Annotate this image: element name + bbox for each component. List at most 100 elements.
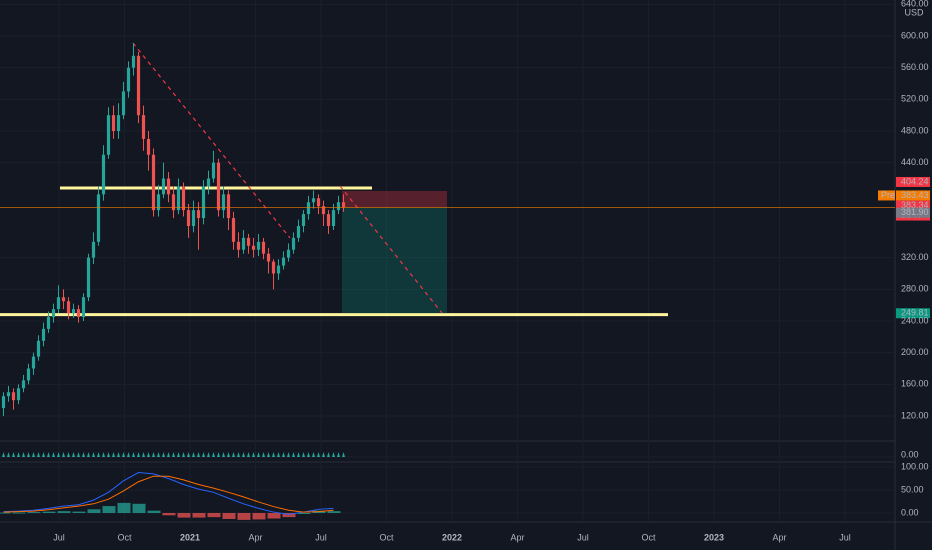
volume-marker bbox=[82, 452, 85, 457]
volume-marker bbox=[167, 452, 170, 457]
volume-marker bbox=[2, 452, 5, 457]
candle-body bbox=[211, 162, 216, 179]
candle-body bbox=[331, 210, 336, 227]
volume-marker bbox=[332, 452, 335, 457]
volume-marker bbox=[327, 452, 330, 457]
volume-marker bbox=[302, 452, 305, 457]
macd-histogram-bar bbox=[27, 512, 41, 514]
candle-body bbox=[336, 202, 341, 211]
volume-marker bbox=[42, 452, 45, 457]
candles bbox=[0, 43, 346, 520]
volume-marker bbox=[77, 452, 80, 457]
candle-body bbox=[21, 380, 26, 389]
trend-line bbox=[132, 42, 291, 239]
volume-marker bbox=[87, 452, 90, 457]
volume-marker bbox=[312, 452, 315, 457]
candle-body bbox=[166, 178, 171, 195]
volume-marker bbox=[112, 452, 115, 457]
volume-tick-label: 0.00 bbox=[901, 449, 919, 459]
currency: USD bbox=[904, 7, 924, 17]
x-tick-label: 2023 bbox=[704, 532, 724, 542]
pre-label: Pre bbox=[881, 190, 895, 200]
candle-body bbox=[101, 154, 106, 195]
volume-marker bbox=[27, 452, 30, 457]
candle-body bbox=[296, 226, 301, 238]
volume-marker bbox=[97, 452, 100, 457]
macd-signal-line bbox=[3, 475, 334, 513]
candle-body bbox=[1, 396, 6, 409]
volume-marker bbox=[282, 452, 285, 457]
candle-body bbox=[156, 194, 161, 211]
x-tick-label: Jul bbox=[53, 532, 65, 542]
candle-body bbox=[256, 241, 261, 250]
volume-marker bbox=[237, 452, 240, 457]
pre-badge bbox=[878, 190, 895, 201]
x-tick-label: Apr bbox=[510, 532, 524, 542]
volume-marker bbox=[32, 452, 35, 457]
volume-marker bbox=[232, 452, 235, 457]
candle-body bbox=[151, 154, 156, 211]
candle-body bbox=[201, 186, 206, 219]
price-tag-label: 381.90 bbox=[901, 207, 929, 217]
candle-body bbox=[226, 194, 231, 219]
y-tick-label: 280.00 bbox=[901, 284, 929, 294]
candle-body bbox=[16, 388, 21, 401]
price-tag bbox=[896, 308, 930, 319]
candle-body bbox=[141, 115, 146, 139]
candle-body bbox=[291, 237, 296, 250]
candle-body bbox=[31, 356, 36, 369]
x-tick-label: 2021 bbox=[180, 532, 200, 542]
macd-histogram-bar bbox=[282, 512, 296, 518]
candle-body bbox=[271, 261, 276, 274]
volume-marker bbox=[207, 452, 210, 457]
candle-body bbox=[126, 67, 131, 92]
candle-body bbox=[311, 198, 316, 203]
macd-tick-label: 0.00 bbox=[901, 507, 919, 517]
macd-histogram-bar bbox=[267, 512, 281, 519]
y-tick-label: 600.00 bbox=[901, 30, 929, 40]
volume-marker bbox=[247, 452, 250, 457]
x-tick-label: Apr bbox=[248, 532, 262, 542]
volume-marker bbox=[37, 452, 40, 457]
volume-marker bbox=[17, 452, 20, 457]
candle-body bbox=[86, 257, 91, 298]
macd-histogram-bar bbox=[222, 512, 236, 519]
candle-body bbox=[236, 241, 241, 250]
y-tick-label: 560.00 bbox=[901, 62, 929, 72]
candle-body bbox=[341, 202, 346, 208]
candle-body bbox=[131, 55, 136, 68]
volume-marker bbox=[262, 452, 265, 457]
price-tag-label: 249.81 bbox=[901, 308, 929, 318]
candle-body bbox=[306, 202, 311, 215]
candle-body bbox=[281, 257, 286, 266]
volume-marker bbox=[277, 452, 280, 457]
y-tick-label: 120.00 bbox=[901, 410, 929, 420]
macd-macd-line bbox=[3, 472, 334, 515]
volume-marker bbox=[222, 452, 225, 457]
grid bbox=[0, 0, 895, 522]
macd-tick-label: 50.00 bbox=[901, 484, 924, 494]
candle-body bbox=[146, 138, 151, 155]
x-tick-label: Oct bbox=[117, 532, 132, 542]
price-tag bbox=[896, 176, 930, 187]
candle-body bbox=[96, 194, 101, 242]
volume-marker bbox=[62, 452, 65, 457]
volume-marker bbox=[197, 452, 200, 457]
candle-body bbox=[276, 265, 281, 274]
macd-histogram-bar bbox=[192, 512, 206, 518]
volume-marker bbox=[92, 452, 95, 457]
y-tick-label: 320.00 bbox=[901, 252, 929, 262]
macd-histogram-bar bbox=[72, 511, 86, 513]
candle-body bbox=[46, 317, 51, 329]
volume-marker bbox=[152, 452, 155, 457]
candle-body bbox=[91, 241, 96, 258]
volume-marker bbox=[147, 452, 150, 457]
volume-marker bbox=[192, 452, 195, 457]
x-tick-label: 2022 bbox=[442, 532, 462, 542]
volume-marker bbox=[142, 452, 145, 457]
volume-marker bbox=[342, 452, 345, 457]
volume-marker bbox=[117, 452, 120, 457]
candle-body bbox=[76, 309, 81, 318]
